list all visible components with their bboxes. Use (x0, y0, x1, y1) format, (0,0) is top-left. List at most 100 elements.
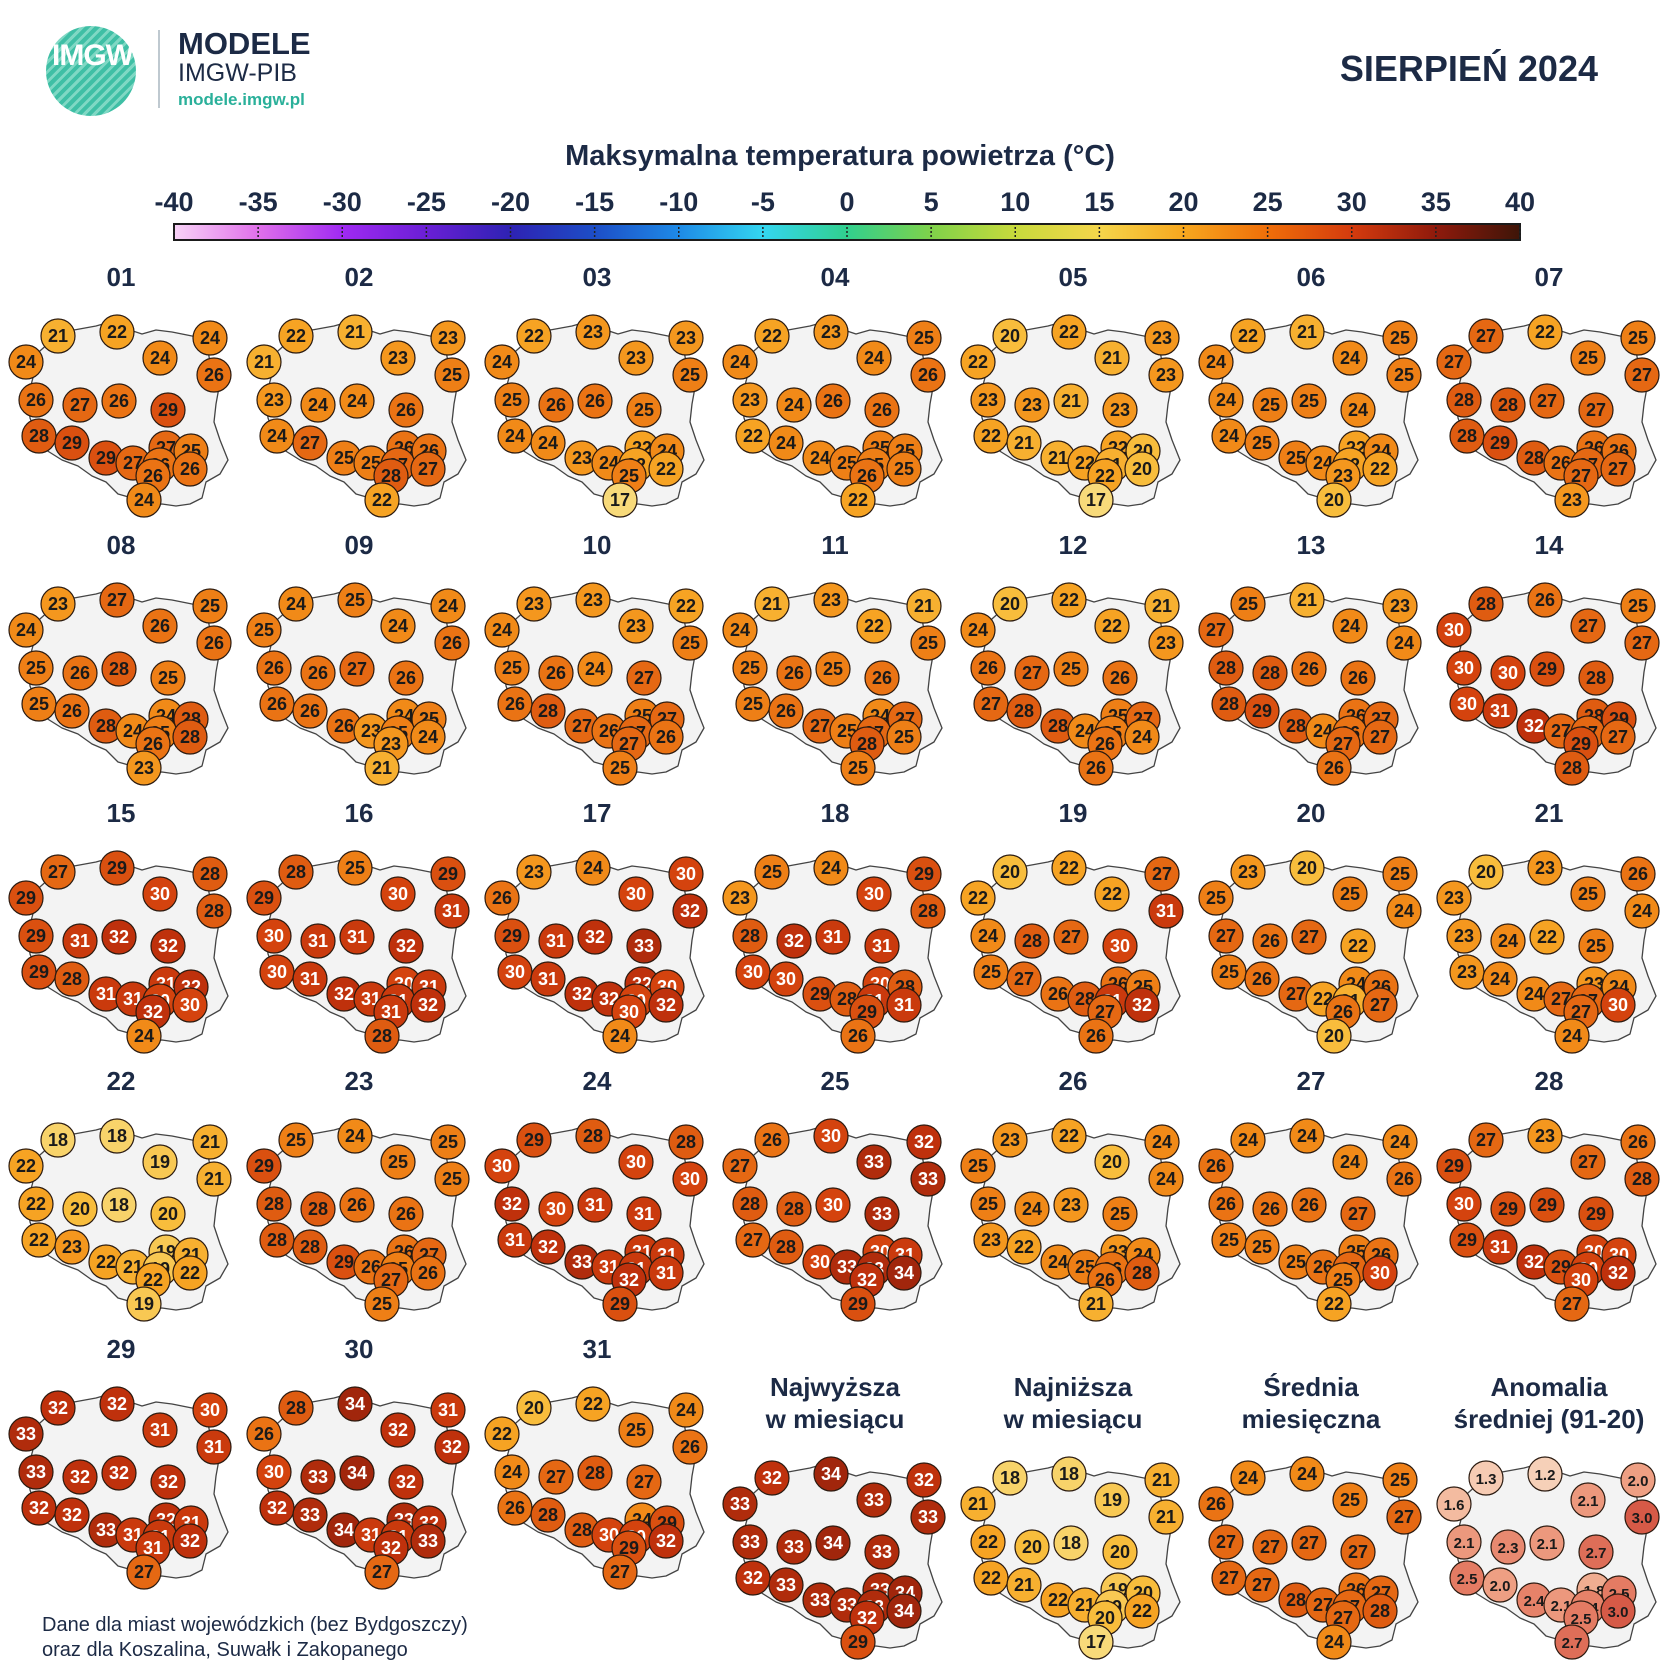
station-value: 20 (1095, 1608, 1115, 1628)
station-value: 30 (180, 995, 200, 1015)
station-value: 24 (1297, 1126, 1317, 1146)
station-value: 26 (396, 400, 416, 420)
station-value: 32 (656, 1531, 676, 1551)
station-marker (364, 482, 400, 518)
station-value: 26 (918, 365, 938, 385)
station-value: 27 (1608, 727, 1628, 747)
station-marker (410, 1523, 446, 1559)
station-value: 25 (1286, 1252, 1306, 1272)
station-marker (18, 382, 54, 418)
station-marker (1624, 1499, 1660, 1535)
station-value: 32 (1524, 1252, 1544, 1272)
station-marker (626, 1464, 662, 1500)
station-value: 23 (572, 448, 592, 468)
station-marker (339, 1187, 375, 1223)
station-marker (577, 919, 613, 955)
station-value: 18 (1000, 1468, 1020, 1488)
station-marker (278, 854, 314, 890)
station-marker (1252, 387, 1288, 423)
station-value: 27 (634, 668, 654, 688)
station-value: 21 (1086, 1294, 1106, 1314)
station-value: 31 (823, 927, 843, 947)
station-value: 24 (810, 448, 830, 468)
station-value: 27 (1014, 969, 1034, 989)
station-marker (538, 1459, 574, 1495)
station-marker (150, 1464, 186, 1500)
day-label: 01 (107, 262, 136, 292)
station-value: 33 (864, 1152, 884, 1172)
station-value: 2.5 (1571, 1611, 1592, 1628)
station-value: 25 (1219, 962, 1239, 982)
station-value: 24 (1297, 1464, 1317, 1484)
station-marker (300, 655, 336, 691)
station-marker (1446, 1524, 1482, 1560)
station-value: 28 (1524, 448, 1544, 468)
station-marker (192, 856, 228, 892)
colorbar-tick-label: -15 (575, 187, 614, 217)
station-value: 23 (1535, 858, 1555, 878)
station-marker (840, 1624, 876, 1660)
station-marker (815, 651, 851, 687)
station-marker (1053, 383, 1089, 419)
station-value: 26 (396, 1204, 416, 1224)
station-marker (1620, 1124, 1656, 1160)
station-value: 33 (872, 1542, 892, 1562)
station-value: 25 (334, 448, 354, 468)
station-marker (192, 1392, 228, 1428)
station-value: 24 (1152, 1132, 1172, 1152)
station-value: 30 (150, 884, 170, 904)
station-value: 26 (347, 1195, 367, 1215)
station-marker (575, 850, 611, 886)
station-value: 25 (1586, 936, 1606, 956)
station-marker (1124, 1593, 1160, 1629)
station-value: 32 (158, 936, 178, 956)
station-marker (172, 451, 208, 487)
station-value: 22 (1048, 1590, 1068, 1610)
station-value: 22 (762, 326, 782, 346)
station-marker (1332, 1144, 1368, 1180)
station-value: 26 (334, 716, 354, 736)
station-marker (430, 856, 466, 892)
station-marker (1094, 608, 1130, 644)
station-value: 24 (492, 620, 512, 640)
station-value: 22 (864, 616, 884, 636)
map-panel: 1825243029232828323131303030292831282931… (722, 798, 946, 1054)
station-marker (886, 451, 922, 487)
station-value: 32 (572, 984, 592, 1004)
station-value: 29 (1490, 433, 1510, 453)
station-value: 25 (1394, 365, 1414, 385)
station-marker (886, 1593, 922, 1629)
station-marker (126, 1286, 162, 1322)
day-label: 08 (107, 530, 136, 560)
station-value: 27 (300, 433, 320, 453)
station-marker (196, 625, 232, 661)
station-value: 29 (158, 400, 178, 420)
station-value: 26 (308, 663, 328, 683)
station-value: 2.3 (1498, 1540, 1519, 1557)
station-value: 32 (107, 1394, 127, 1414)
station-value: 24 (1022, 1199, 1042, 1219)
station-value: 28 (308, 1199, 328, 1219)
station-marker (1600, 987, 1636, 1023)
station-value: 26 (267, 694, 287, 714)
station-value: 2.1 (1537, 1536, 1558, 1553)
station-marker (1624, 893, 1660, 929)
station-value: 27 (1252, 1575, 1272, 1595)
station-value: 24 (1498, 931, 1518, 951)
station-value: 31 (585, 1195, 605, 1215)
station-value: 28 (1498, 395, 1518, 415)
station-marker (960, 612, 996, 648)
station-value: 27 (1608, 459, 1628, 479)
station-value: 28 (1048, 716, 1068, 736)
day-label: 05 (1059, 262, 1088, 292)
station-marker (577, 1187, 613, 1223)
station-value: 26 (823, 391, 843, 411)
station-value: 26 (1260, 1199, 1280, 1219)
station-marker (906, 1462, 942, 1498)
station-value: 30 (680, 1169, 700, 1189)
station-value: 31 (96, 984, 116, 1004)
station-marker (142, 608, 178, 644)
station-value: 25 (1390, 328, 1410, 348)
